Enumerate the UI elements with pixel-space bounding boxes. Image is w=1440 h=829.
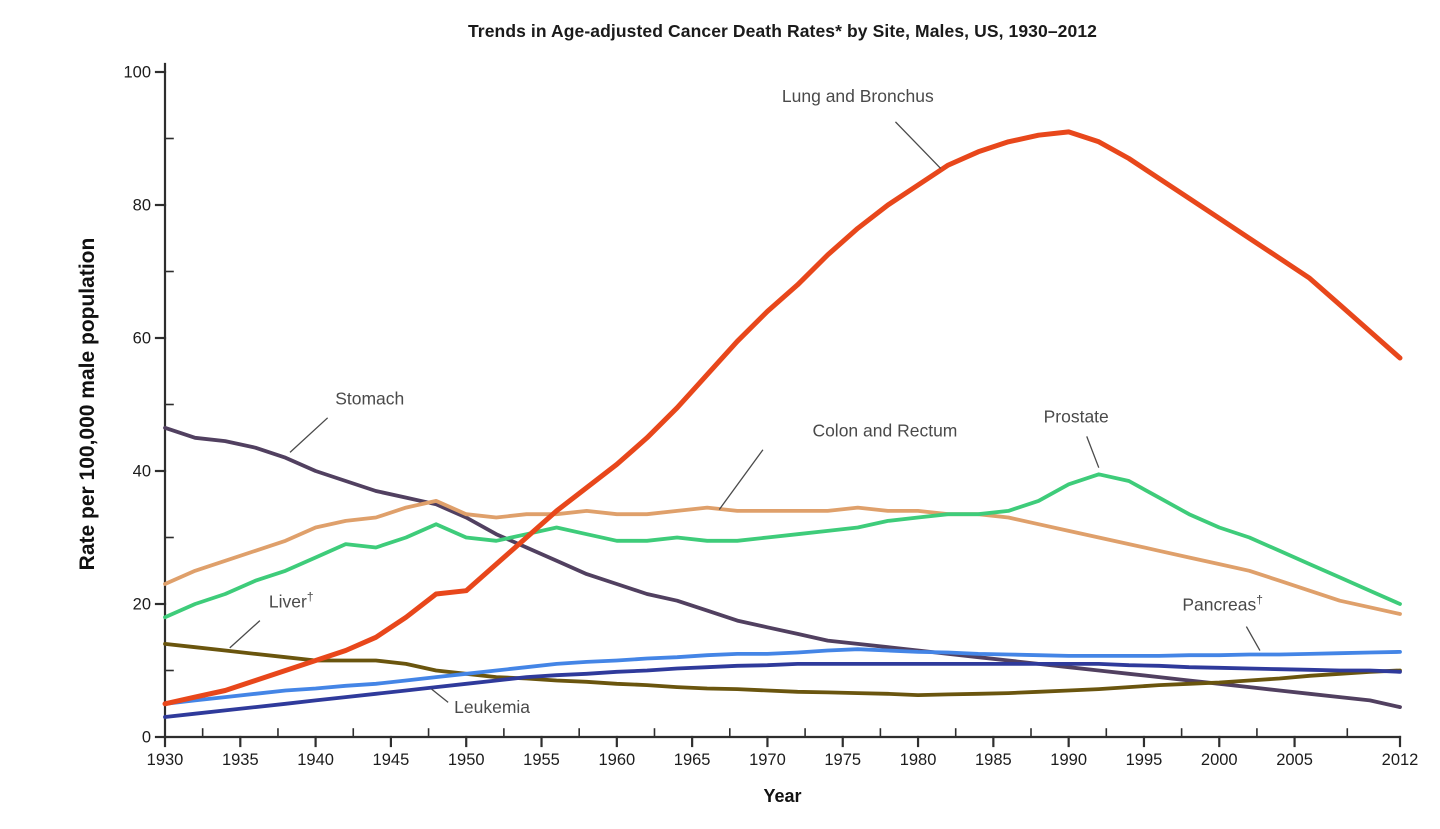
x-tick-label: 1935 — [222, 751, 259, 769]
y-tick-label: 40 — [133, 463, 151, 481]
annotation-leader-stomach — [289, 417, 329, 453]
x-tick-label: 2000 — [1201, 751, 1238, 769]
annotation-label-colon-and-rectum: Colon and Rectum — [812, 420, 957, 440]
y-tick-label: 60 — [133, 330, 151, 348]
series-line-pancreas — [163, 647, 1402, 706]
annotation-label-pancreas: Pancreas† — [1182, 593, 1263, 615]
x-tick-label: 1975 — [824, 751, 861, 769]
annotation-leader-lung-and-bronchus — [894, 121, 942, 169]
tick-labels: 0 20 40 60 80 100 1930 1935 1940 1945 1950 1955 1960… — [123, 64, 1418, 770]
x-tick-label: 1945 — [373, 751, 410, 769]
x-tick-label: 1970 — [749, 751, 786, 769]
annotation-leader-prostate — [1086, 436, 1100, 468]
y-tick-label: 20 — [133, 596, 151, 614]
annotations: Lung and Bronchus Stomach Colon and Rectum… — [229, 86, 1263, 717]
annotation-leader-leukemia — [431, 688, 449, 703]
series-line-liver — [163, 642, 1402, 697]
series-line-leukemia — [163, 662, 1402, 719]
x-axis-title: Year — [763, 786, 802, 806]
y-tick-label: 80 — [133, 197, 151, 215]
x-tick-label: 2005 — [1276, 751, 1313, 769]
annotation-label-leukemia: Leukemia — [454, 697, 530, 717]
x-tick-label: 1995 — [1126, 751, 1163, 769]
x-tick-label: 1950 — [448, 751, 485, 769]
y-tick-label: 0 — [142, 729, 151, 747]
series-line-lung-and-bronchus — [162, 129, 1403, 707]
y-tick-label: 100 — [123, 64, 151, 82]
axes — [154, 62, 1402, 748]
chart-title: Trends in Age-adjusted Cancer Death Rate… — [467, 21, 1098, 41]
x-tick-label: 1940 — [297, 751, 334, 769]
x-tick-label: 1980 — [900, 751, 937, 769]
annotation-label-lung-and-bronchus: Lung and Bronchus — [782, 86, 934, 106]
x-tick-label: 1960 — [598, 751, 635, 769]
annotation-leader-liver — [229, 620, 261, 649]
annotation-label-prostate: Prostate — [1044, 406, 1109, 426]
annotation-leader-colon-and-rectum — [718, 449, 764, 510]
series-line-colon-and-rectum — [163, 498, 1402, 616]
annotation-leader-pancreas — [1245, 626, 1261, 651]
x-tick-label: 1965 — [674, 751, 711, 769]
x-tick-label: 1990 — [1050, 751, 1087, 769]
annotation-label-stomach: Stomach — [335, 389, 404, 409]
x-tick-label: 1985 — [975, 751, 1012, 769]
annotation-label-liver: Liver† — [269, 589, 314, 611]
series-line-stomach — [163, 425, 1402, 709]
x-tick-label: 1955 — [523, 751, 560, 769]
series-line-prostate — [163, 472, 1402, 620]
x-tick-label: 1930 — [147, 751, 184, 769]
x-tick-label: 2012 — [1382, 751, 1419, 769]
